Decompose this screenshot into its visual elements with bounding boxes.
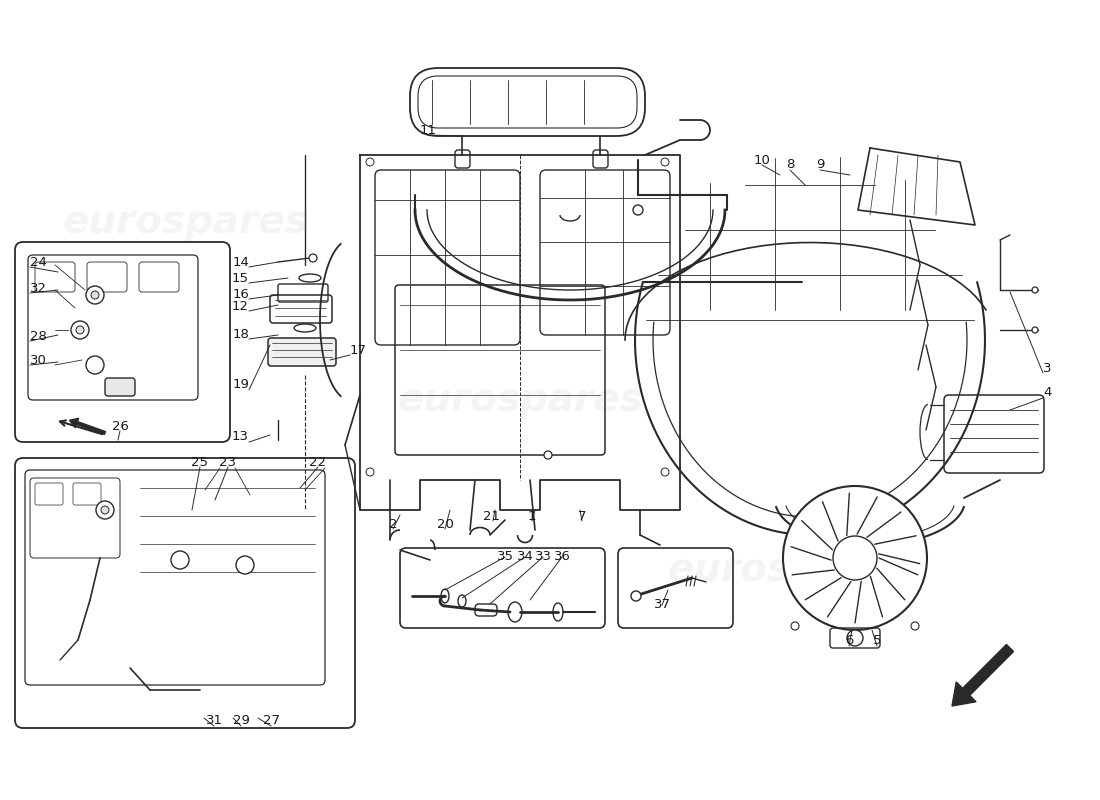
Circle shape — [86, 286, 104, 304]
Circle shape — [366, 158, 374, 166]
Circle shape — [101, 506, 109, 514]
Text: 24: 24 — [30, 255, 47, 269]
Circle shape — [783, 486, 927, 630]
Text: 9: 9 — [816, 158, 824, 171]
Text: 2: 2 — [388, 518, 397, 530]
FancyBboxPatch shape — [104, 378, 135, 396]
Text: 6: 6 — [845, 634, 854, 647]
FancyArrow shape — [952, 645, 1013, 706]
Circle shape — [96, 501, 114, 519]
Text: 35: 35 — [496, 550, 514, 563]
Text: 16: 16 — [232, 287, 249, 301]
Text: 5: 5 — [872, 634, 881, 647]
Text: 1: 1 — [528, 510, 537, 522]
Text: 25: 25 — [191, 455, 209, 469]
Text: 32: 32 — [30, 282, 47, 294]
Circle shape — [1032, 287, 1038, 293]
Circle shape — [366, 468, 374, 476]
Text: 37: 37 — [653, 598, 671, 611]
Text: 11: 11 — [419, 123, 437, 137]
Text: 19: 19 — [232, 378, 249, 391]
Circle shape — [86, 356, 104, 374]
Text: 15: 15 — [232, 271, 249, 285]
Text: 4: 4 — [1043, 386, 1052, 399]
Text: 34: 34 — [517, 550, 534, 563]
Circle shape — [72, 321, 89, 339]
Text: 17: 17 — [350, 343, 367, 357]
Circle shape — [170, 551, 189, 569]
Text: 31: 31 — [206, 714, 222, 727]
Circle shape — [791, 622, 799, 630]
Text: 18: 18 — [232, 327, 249, 341]
Text: 20: 20 — [437, 518, 453, 530]
Circle shape — [309, 254, 317, 262]
Text: eurospares: eurospares — [397, 381, 642, 419]
Circle shape — [911, 622, 918, 630]
Text: 36: 36 — [553, 550, 571, 563]
Circle shape — [661, 468, 669, 476]
Text: 22: 22 — [309, 455, 327, 469]
Circle shape — [847, 630, 864, 646]
Text: eurospares: eurospares — [667, 551, 913, 589]
Circle shape — [544, 451, 552, 459]
Circle shape — [76, 326, 84, 334]
Circle shape — [91, 291, 99, 299]
FancyBboxPatch shape — [268, 338, 336, 366]
Text: 23: 23 — [220, 455, 236, 469]
FancyArrow shape — [69, 418, 106, 434]
Text: 26: 26 — [111, 419, 129, 433]
Text: 8: 8 — [785, 158, 794, 171]
Text: 10: 10 — [754, 154, 770, 166]
Circle shape — [632, 205, 644, 215]
Circle shape — [631, 591, 641, 601]
Text: 14: 14 — [232, 255, 249, 269]
Text: 33: 33 — [535, 550, 551, 563]
Text: 27: 27 — [263, 714, 279, 727]
Text: 21: 21 — [484, 510, 500, 522]
Text: 29: 29 — [232, 714, 250, 727]
Text: 13: 13 — [232, 430, 249, 443]
Circle shape — [661, 158, 669, 166]
Text: eurospares: eurospares — [62, 203, 308, 241]
Circle shape — [236, 556, 254, 574]
Circle shape — [833, 536, 877, 580]
Text: 7: 7 — [578, 510, 586, 522]
Text: 12: 12 — [232, 299, 249, 313]
Text: 28: 28 — [30, 330, 47, 342]
Text: 30: 30 — [30, 354, 47, 366]
Circle shape — [1032, 327, 1038, 333]
Text: 3: 3 — [1043, 362, 1052, 374]
